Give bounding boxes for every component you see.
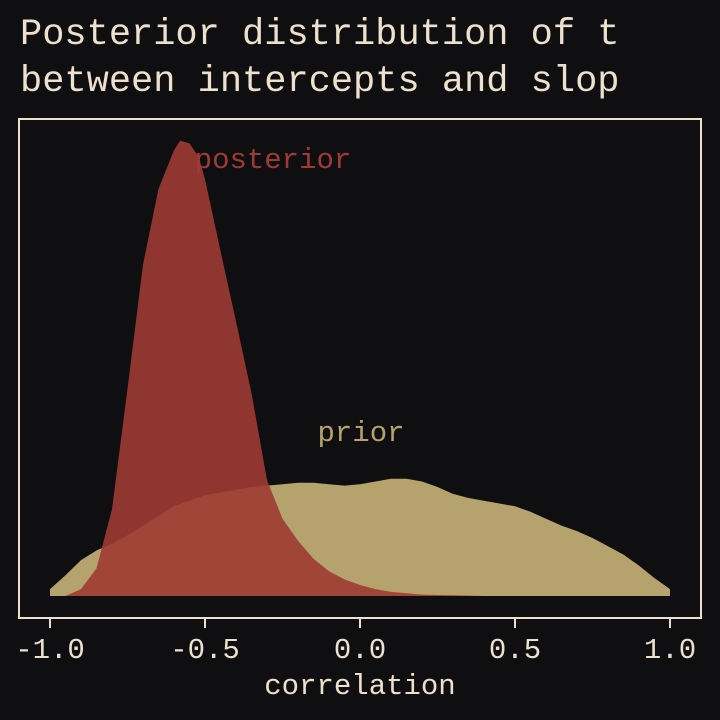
x-tick-label: 0.0 [334, 634, 386, 667]
density-areas [50, 140, 670, 596]
x-tick-label: -0.5 [170, 634, 240, 667]
chart-title-line-1: Posterior distribution of t [20, 14, 620, 56]
x-axis-label: correlation [264, 670, 455, 703]
x-axis: -1.0 -0.5 0.0 0.5 1.0 [15, 618, 696, 667]
series-label-prior: prior [317, 417, 404, 450]
chart-title-line-2: between intercepts and slop [20, 61, 620, 103]
density-area-posterior [50, 140, 670, 596]
series-label-posterior: posterior [195, 144, 352, 177]
x-tick-label: 1.0 [644, 634, 696, 667]
series-labels: prior posterior [195, 144, 405, 450]
x-tick-label: 0.5 [489, 634, 541, 667]
x-tick-label: -1.0 [15, 634, 85, 667]
